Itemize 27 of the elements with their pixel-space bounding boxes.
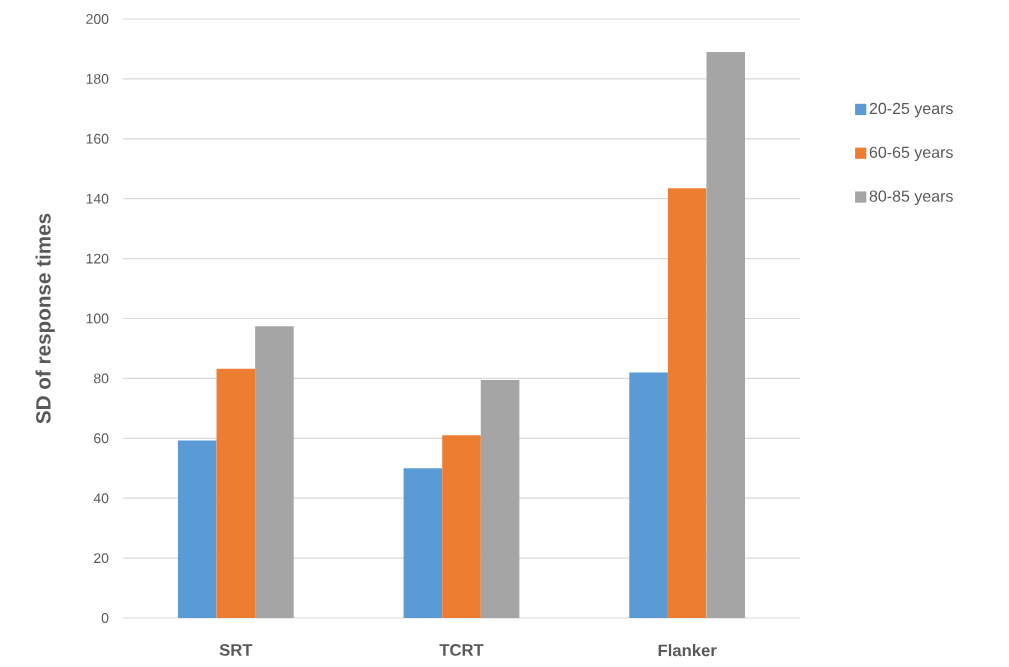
- x-tick-label: Flanker: [658, 644, 717, 657]
- y-tick-label: 0: [101, 613, 109, 623]
- y-tick-label: 80: [93, 373, 109, 384]
- bar: [667, 188, 707, 618]
- bar: [706, 51, 746, 618]
- y-tick-label: 40: [93, 493, 109, 504]
- bar: [629, 372, 668, 618]
- x-tick-label: SRT: [219, 644, 253, 656]
- y-tick-label: 120: [86, 253, 109, 264]
- bar: [177, 440, 217, 618]
- legend-label: 80-85 years: [869, 190, 953, 205]
- bar: [403, 468, 443, 618]
- y-tick-label: 180: [86, 73, 109, 84]
- y-tick-label: 140: [86, 193, 109, 204]
- legend-label: 60-65 years: [869, 146, 953, 162]
- bar: [442, 435, 481, 618]
- y-axis-title: SD of response times: [35, 213, 55, 424]
- bar: [480, 379, 520, 618]
- bar: [255, 326, 294, 618]
- x-tick-label: TCRT: [439, 644, 484, 656]
- y-tick-label: 100: [86, 313, 109, 324]
- y-tick-label: 160: [86, 133, 109, 144]
- bar: [216, 368, 256, 618]
- y-tick-label: 200: [86, 14, 109, 24]
- legend-label: 20-25 years: [869, 102, 953, 118]
- y-tick-label: 20: [94, 553, 109, 564]
- y-tick-label: 60: [94, 433, 109, 444]
